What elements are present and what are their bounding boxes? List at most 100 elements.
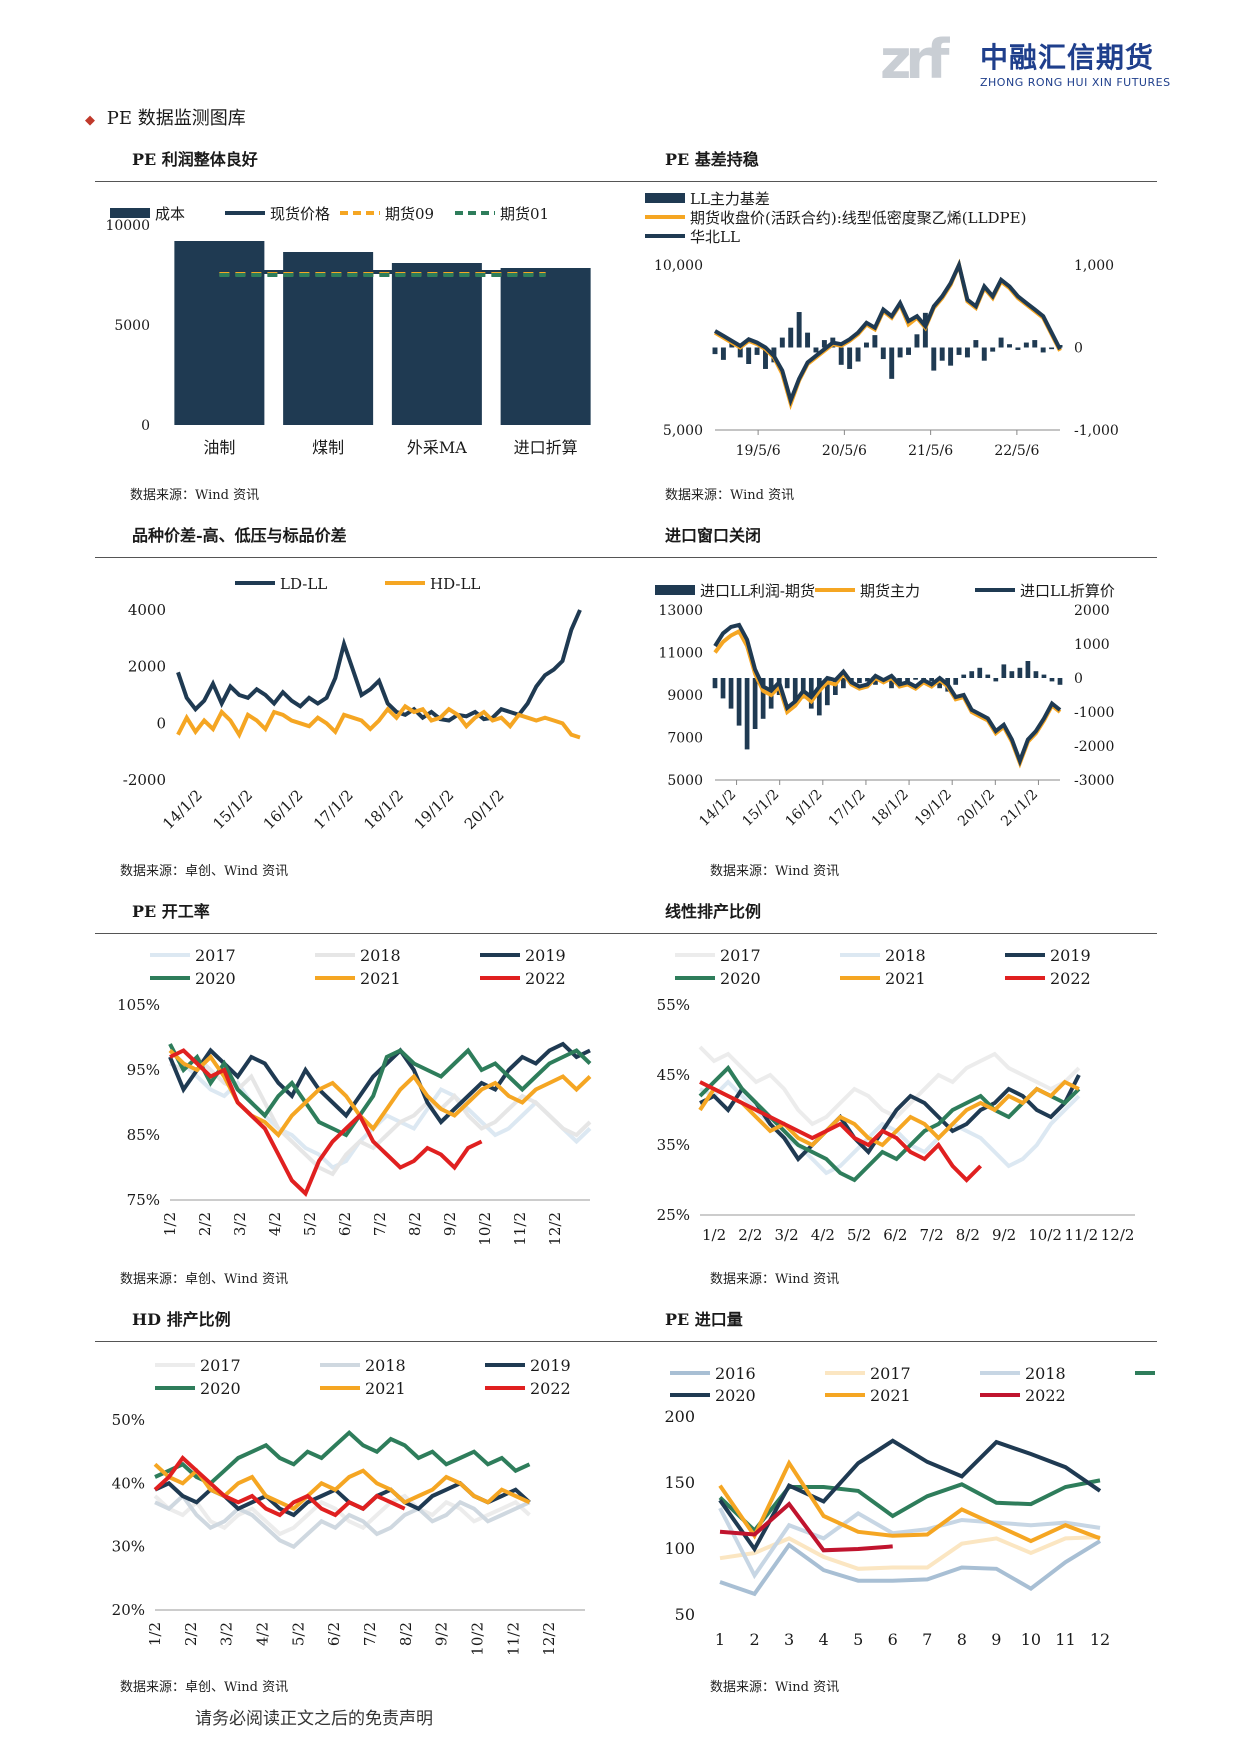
legend-label: 期货收盘价(活跃合约):线型低密度聚乙烯(LLDPE) bbox=[690, 209, 1026, 227]
bar-mark bbox=[788, 327, 794, 348]
bar-mark bbox=[838, 347, 844, 365]
bar-mark bbox=[1001, 664, 1007, 678]
bar-mark bbox=[964, 347, 970, 358]
x-tick-label: 8/2 bbox=[397, 1622, 415, 1646]
legend-label: 2019 bbox=[525, 946, 566, 965]
y-tick-label: 2000 bbox=[128, 658, 166, 676]
bar-mark bbox=[784, 678, 790, 689]
x-tick-label: 3/2 bbox=[775, 1226, 799, 1244]
legend-label: 2017 bbox=[720, 946, 761, 965]
series-line bbox=[719, 1539, 1102, 1597]
bar-mark bbox=[948, 347, 954, 366]
series-line bbox=[176, 703, 581, 740]
legend-label: 2020 bbox=[200, 1379, 241, 1398]
x-tick-label: 进口折算 bbox=[514, 438, 578, 457]
series-line bbox=[698, 1045, 1081, 1127]
legend-label: 2021 bbox=[885, 969, 926, 988]
bar-mark bbox=[956, 347, 962, 355]
x-tick-label: 5/2 bbox=[301, 1212, 319, 1236]
bar-mark bbox=[1049, 347, 1055, 350]
bar-mark bbox=[779, 337, 785, 348]
legend-label: 2017 bbox=[195, 946, 236, 965]
x-tick-label: 10/2 bbox=[476, 1212, 494, 1246]
x-tick-label: 4/2 bbox=[266, 1212, 284, 1236]
bar-mark bbox=[720, 678, 726, 699]
x-tick-label: 1 bbox=[715, 1630, 725, 1649]
legend-label: 2018 bbox=[1025, 1364, 1066, 1383]
bar-mark bbox=[816, 678, 822, 716]
x-tick-label: 14/1/2 bbox=[696, 787, 739, 830]
series-line bbox=[169, 1054, 592, 1177]
x-tick-label: 16/1/2 bbox=[782, 787, 825, 830]
hd-ratio-chart: 2017 2018 2019 2020 2021 2022 20% 30% 40% 50% 1/2 2… bbox=[112, 1356, 585, 1656]
legend-label: 2019 bbox=[1050, 946, 1091, 965]
bar-mark bbox=[998, 337, 1004, 348]
x-tick-label: 9/2 bbox=[433, 1622, 451, 1646]
bar-mark bbox=[736, 678, 742, 726]
x-tick-label: 油制 bbox=[203, 438, 235, 457]
panel-title-imports: PE 进口量 bbox=[665, 1310, 743, 1329]
panel-title-operating: PE 开工率 bbox=[132, 902, 210, 921]
bar-mark bbox=[855, 347, 861, 362]
legend-label: 现货价格 bbox=[270, 205, 330, 223]
bar-mark bbox=[805, 332, 811, 348]
bar-mark bbox=[961, 674, 967, 678]
x-tick-label: 2 bbox=[749, 1630, 759, 1649]
bar-mark bbox=[720, 347, 726, 360]
y-right-tick-label: -1,000 bbox=[1074, 423, 1119, 439]
bar-mark bbox=[754, 347, 760, 355]
logo-english-name: ZHONG RONG HUI XIN FUTURES bbox=[980, 76, 1171, 89]
y-tick-label: 45% bbox=[657, 1066, 690, 1084]
x-tick-label: 8/2 bbox=[406, 1212, 424, 1236]
x-tick-label: 4 bbox=[819, 1630, 829, 1649]
bar-mark bbox=[889, 347, 895, 379]
series-line bbox=[698, 1064, 1081, 1183]
y-tick-label: 55% bbox=[657, 996, 690, 1014]
x-tick-label: 17/1/2 bbox=[826, 787, 869, 830]
bar-mark bbox=[939, 347, 945, 361]
x-tick-label: 9/2 bbox=[992, 1226, 1016, 1244]
bar-mark bbox=[729, 342, 735, 348]
bar-mark bbox=[808, 678, 814, 709]
bar-mark bbox=[824, 678, 830, 706]
bar-mark bbox=[1023, 342, 1029, 348]
legend-label: 2022 bbox=[1025, 1386, 1066, 1405]
series-line bbox=[154, 1493, 531, 1550]
bar-mark bbox=[981, 347, 987, 361]
y-left-tick-label: 13000 bbox=[658, 603, 703, 619]
y-right-tick-label: 0 bbox=[1074, 671, 1083, 687]
import-volume-chart: 2016201720182019202020212022501001502001… bbox=[664, 1364, 1155, 1649]
source-note: 数据来源：卓创、Wind 资讯 bbox=[120, 864, 289, 879]
bar-mark bbox=[712, 347, 718, 355]
series-line bbox=[719, 1501, 893, 1553]
bar-mark bbox=[880, 347, 886, 360]
bar-mark bbox=[763, 347, 768, 369]
bar-cost bbox=[283, 252, 374, 425]
x-tick-label: 9/2 bbox=[441, 1212, 459, 1236]
legend-label: 期货主力 bbox=[860, 582, 920, 600]
y-tick-label: 50 bbox=[675, 1605, 695, 1624]
x-tick-label: 2/2 bbox=[738, 1226, 762, 1244]
series-line bbox=[718, 1459, 1101, 1544]
legend-swatch bbox=[110, 208, 150, 218]
x-tick-label: 19/1/2 bbox=[912, 787, 955, 830]
bar-mark bbox=[1033, 671, 1039, 678]
x-tick-label: 5/2 bbox=[847, 1226, 871, 1244]
bar-mark bbox=[841, 678, 846, 689]
bar-mark bbox=[752, 678, 758, 729]
y-left-tick-label: 10,000 bbox=[654, 258, 703, 274]
legend-label: 2022 bbox=[1050, 969, 1091, 988]
y-right-tick-label: 0 bbox=[1074, 341, 1083, 357]
bar-mark bbox=[800, 678, 806, 699]
x-tick-label: 7/2 bbox=[371, 1212, 389, 1236]
x-tick-label: 22/5/6 bbox=[994, 443, 1039, 459]
panel-title-profit: PE 利润整体良好 bbox=[132, 150, 258, 169]
legend-swatch bbox=[655, 585, 695, 595]
panel-title-hd: HD 排产比例 bbox=[132, 1310, 231, 1329]
x-tick-label: 11/2 bbox=[504, 1622, 522, 1656]
bar-mark bbox=[914, 334, 920, 348]
x-tick-label: 9 bbox=[991, 1630, 1001, 1649]
x-tick-label: 3 bbox=[784, 1630, 794, 1649]
y-right-tick-label: 2000 bbox=[1074, 603, 1110, 619]
